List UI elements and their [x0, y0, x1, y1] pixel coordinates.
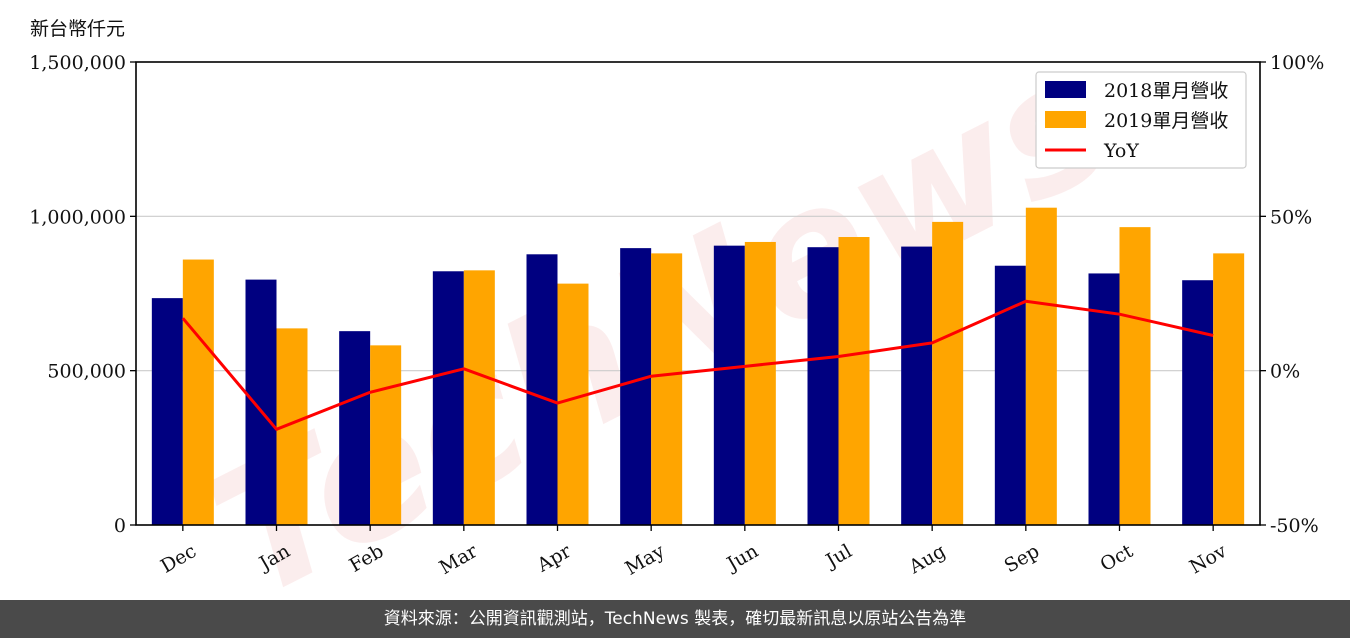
- bar-2018-feb: [339, 331, 371, 525]
- bar-2019-oct: [1119, 227, 1151, 526]
- x-tick-label-jul: Jul: [821, 540, 856, 573]
- bar-2018-jun: [713, 245, 745, 525]
- bar-2019-nov: [1213, 253, 1245, 525]
- y2-tick-label: 0%: [1270, 361, 1300, 383]
- bar-2018-oct: [1088, 273, 1120, 525]
- bar-2019-mar: [463, 270, 495, 525]
- bar-2019-apr: [557, 283, 589, 525]
- revenue-chart: TechNews 0500,0001,000,0001,500,000-50%0…: [29, 15, 1324, 600]
- x-tick-label-may: May: [621, 540, 668, 580]
- legend: 2018單月營收 2019單月營收 YoY: [1035, 71, 1247, 169]
- bar-2019-sep: [1025, 207, 1057, 525]
- y-tick-label: 0: [114, 515, 126, 537]
- legend-swatch: [1045, 81, 1086, 98]
- bar-2019-jun: [744, 241, 776, 525]
- y-tick-label: 1,500,000: [29, 52, 126, 74]
- legend-label: YoY: [1103, 140, 1139, 162]
- y2-tick-label: 50%: [1270, 206, 1312, 228]
- bar-2018-mar: [432, 271, 464, 525]
- y-tick-label: 1,000,000: [29, 206, 126, 228]
- y-axis-unit-label: 新台幣仟元: [30, 18, 126, 40]
- bar-2019-aug: [932, 221, 964, 525]
- x-tick-label-aug: Aug: [905, 540, 950, 579]
- source-footer: 資料來源：公開資訊觀測站，TechNews 製表，確切最新訊息以原站公告為準: [0, 600, 1350, 638]
- legend-label: 2018單月營收: [1104, 80, 1228, 102]
- bar-2018-apr: [526, 254, 558, 526]
- x-tick-label-oct: Oct: [1096, 540, 1137, 576]
- bar-2019-may: [651, 253, 683, 525]
- y2-tick-label: -50%: [1270, 515, 1319, 537]
- x-tick-label-jun: Jun: [722, 540, 763, 576]
- x-tick-label-apr: Apr: [533, 540, 576, 577]
- legend-box: [1035, 71, 1247, 169]
- bar-2018-jul: [807, 247, 839, 525]
- plot-frame: [135, 61, 1261, 526]
- bar-2019-dec: [182, 259, 214, 525]
- x-tick-label-dec: Dec: [157, 540, 200, 578]
- y2-tick-label: 100%: [1270, 52, 1324, 74]
- x-tick-label-sep: Sep: [1001, 540, 1044, 577]
- bar-2019-jul: [838, 237, 870, 525]
- y-tick-label: 500,000: [47, 361, 126, 383]
- x-tick-label-nov: Nov: [1186, 540, 1231, 579]
- bar-2018-dec: [151, 298, 183, 525]
- yoy-line: [181, 299, 1214, 431]
- bar-2018-may: [620, 248, 652, 525]
- bar-2018-aug: [901, 246, 933, 525]
- bar-2018-jan: [245, 279, 277, 525]
- legend-label: 2019單月營收: [1104, 110, 1228, 132]
- bar-2019-feb: [370, 345, 402, 525]
- bar-2018-nov: [1182, 280, 1214, 525]
- legend-swatch: [1045, 111, 1086, 128]
